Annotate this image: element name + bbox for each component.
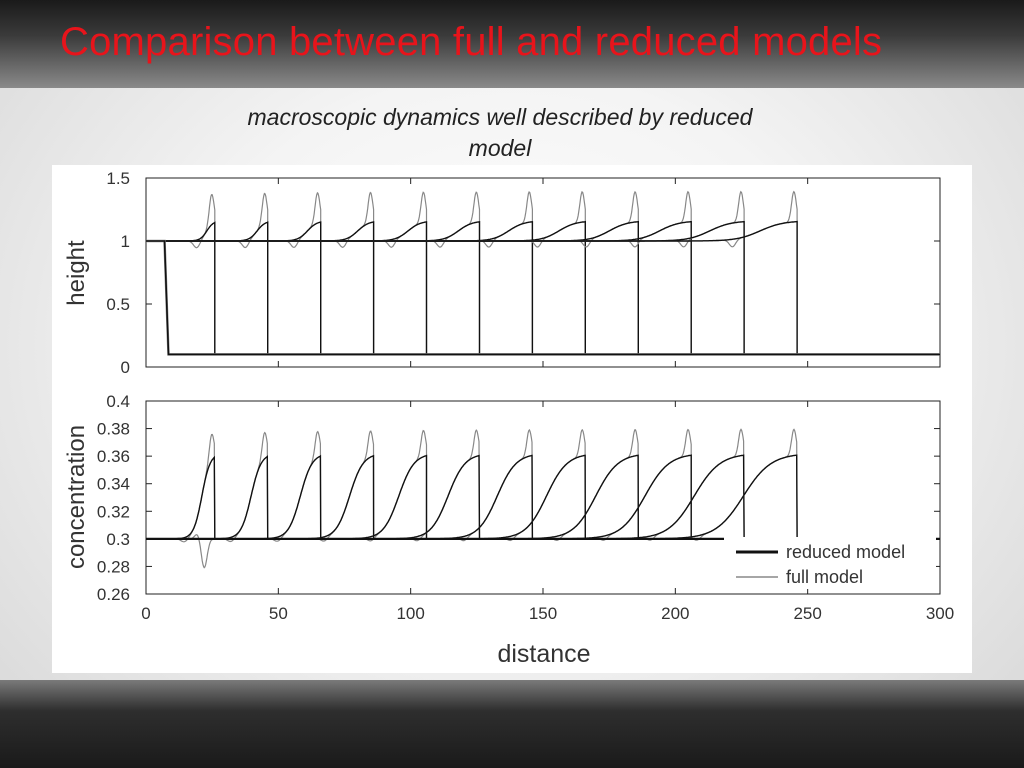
xtick-label: 50 bbox=[269, 604, 288, 623]
slide-subtitle: macroscopic dynamics well described by r… bbox=[150, 102, 850, 164]
concentration-full-model-curve bbox=[169, 433, 216, 543]
concentration-ytick-label: 0.28 bbox=[97, 557, 130, 576]
concentration-reduced-model-curve bbox=[569, 454, 692, 540]
concentration-reduced-model-curve bbox=[213, 455, 269, 540]
height-full-model-curve bbox=[146, 190, 745, 355]
height-full-model-curve bbox=[146, 192, 269, 355]
height-plot-frame bbox=[145, 177, 941, 368]
header-bar bbox=[0, 0, 1024, 88]
height-ytick-label: 0.5 bbox=[106, 295, 130, 314]
height-ytick-label: 1 bbox=[121, 232, 130, 251]
xlabel: distance bbox=[497, 640, 590, 668]
concentration-full-model-curve bbox=[436, 428, 533, 542]
subtitle-line-1: macroscopic dynamics well described by r… bbox=[247, 104, 753, 130]
xtick-label: 250 bbox=[793, 604, 821, 623]
height-full-model-curve bbox=[146, 191, 533, 355]
height-reduced-model-curve bbox=[146, 221, 322, 355]
height-ytick-label: 0 bbox=[121, 358, 130, 377]
concentration-ytick-label: 0.34 bbox=[97, 475, 130, 494]
xtick-label: 0 bbox=[141, 604, 150, 623]
concentration-full-model-curve bbox=[213, 431, 269, 543]
concentration-ytick-label: 0.26 bbox=[97, 585, 130, 604]
height-full-model-curve bbox=[146, 191, 375, 355]
height-ytick-label: 1.5 bbox=[106, 169, 130, 188]
height-full-model-curve bbox=[146, 190, 798, 355]
height-reduced-model-curve bbox=[146, 221, 428, 355]
height-reduced-model-curve bbox=[146, 221, 375, 355]
height-full-model-curve bbox=[146, 190, 639, 355]
concentration-reduced-model-curve bbox=[347, 454, 428, 540]
concentration-full-model-curve bbox=[658, 428, 798, 541]
concentration-ytick-label: 0.38 bbox=[97, 420, 130, 439]
height-full-model-curve bbox=[146, 190, 692, 355]
height-reduced-model-baseline bbox=[146, 240, 940, 356]
concentration-ytick-label: 0.36 bbox=[97, 447, 130, 466]
height-reduced-model-curve bbox=[146, 221, 216, 355]
height-reduced-model-curve bbox=[146, 220, 798, 355]
concentration-reduced-model-curve bbox=[169, 455, 216, 540]
slide-title: Comparison between full and reduced mode… bbox=[60, 20, 883, 64]
height-full-model-curve bbox=[146, 194, 216, 355]
height-full-model-curve bbox=[146, 191, 481, 355]
concentration-reduced-model-curve bbox=[436, 454, 534, 540]
concentration-full-model-curve bbox=[525, 429, 639, 542]
xtick-label: 100 bbox=[396, 604, 424, 623]
concentration-full-model-curve bbox=[613, 428, 745, 541]
xtick-label: 300 bbox=[926, 604, 954, 623]
height-full-model-baseline bbox=[146, 239, 940, 356]
footer-bar bbox=[0, 680, 1024, 768]
height-full-model-curve bbox=[146, 190, 586, 355]
concentration-ytick-label: 0.3 bbox=[106, 530, 130, 549]
legend-box bbox=[724, 537, 936, 589]
xtick-label: 200 bbox=[661, 604, 689, 623]
concentration-reduced-model-curve bbox=[391, 454, 481, 540]
concentration-full-model-curve bbox=[569, 428, 692, 541]
concentration-reduced-model-curve bbox=[613, 454, 745, 540]
height-ylabel: height bbox=[63, 240, 90, 306]
concentration-ytick-label: 0.32 bbox=[97, 502, 130, 521]
legend-reduced-label: reduced model bbox=[786, 542, 905, 562]
legend-full-label: full model bbox=[786, 567, 863, 587]
subtitle-line-2: model bbox=[468, 135, 532, 161]
figure: 0 0.5 1 1.5 0.26 0.28 0.3 0.32 0.34 0.36 0.38 0.4 0 5… bbox=[52, 165, 972, 673]
height-full-model-curve bbox=[146, 191, 322, 355]
concentration-full-model-curve bbox=[391, 429, 481, 542]
chart-svg: 0 0.5 1 1.5 0.26 0.28 0.3 0.32 0.34 0.36 0.38 0.4 0 5… bbox=[63, 169, 954, 668]
xtick-label: 150 bbox=[529, 604, 557, 623]
concentration-ytick-label: 0.4 bbox=[106, 392, 130, 411]
height-full-model-curve bbox=[146, 191, 428, 355]
concentration-reduced-model-curve bbox=[658, 454, 798, 540]
concentration-reduced-model-curve bbox=[302, 454, 375, 540]
concentration-ylabel: concentration bbox=[63, 425, 90, 569]
concentration-reduced-model-curve bbox=[525, 454, 639, 540]
